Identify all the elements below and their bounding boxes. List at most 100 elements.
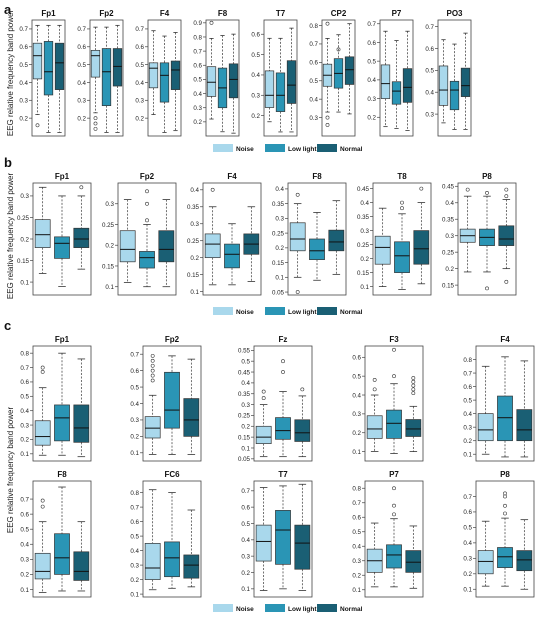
y-tick-label: 0.7 [130, 504, 139, 511]
box-body [275, 510, 291, 565]
y-tick-label: 0.25 [238, 413, 251, 420]
y-tick-label: 0.5 [20, 527, 29, 534]
box-normal [228, 33, 239, 134]
box-noise [289, 192, 306, 294]
y-tick-label: 0.2 [463, 438, 472, 445]
y-tick-label: 0.35 [442, 217, 455, 224]
box-body [275, 72, 286, 112]
y-tick-label: 0.15 [442, 282, 455, 289]
y-tick-label: 0.3 [19, 98, 28, 105]
box-body [477, 413, 494, 442]
outlier-point [93, 126, 98, 131]
y-tick-label: 0.5 [130, 384, 139, 391]
outlier-point [504, 194, 509, 199]
y-tick-label: 0.4 [241, 380, 250, 387]
outlier-point [210, 187, 215, 192]
box-body [405, 419, 422, 437]
y-tick-label: 0.5 [463, 397, 472, 404]
outlier-point [150, 373, 155, 378]
subplot-c-5: F4 0.1 0.2 0.3 0.4 0.5 0.6 0.7 0.8 [463, 335, 535, 462]
subplot-title: F4 [160, 9, 170, 18]
y-tick-label: 0.4 [445, 200, 454, 207]
box-noise [144, 353, 161, 455]
subplot-frame [475, 480, 535, 598]
box-low-light [479, 190, 495, 291]
subplot-a-2: Fp2 0.2 0.3 0.4 0.5 0.6 0.7 [77, 9, 124, 137]
subplot-frame [253, 345, 313, 462]
y-tick-label: 0.6 [193, 63, 202, 70]
y-tick-label: 0.7 [463, 370, 472, 377]
box-low-light [386, 347, 402, 454]
subplot-frame [457, 182, 517, 296]
outlier-point [411, 379, 416, 384]
box-low-light [54, 195, 70, 287]
y-tick-label: 0.2 [360, 256, 369, 263]
y-tick-label: 0.3 [130, 562, 139, 569]
y-tick-label: 0.35 [238, 391, 251, 398]
y-tick-label: 0.4 [463, 411, 472, 418]
y-tick-label: 0.7 [193, 48, 202, 55]
y-tick-label: 0.2 [251, 113, 260, 120]
box-normal [73, 358, 90, 458]
outlier-point [392, 512, 396, 517]
subplot-c-10: P8 0.1 0.2 0.3 0.4 0.5 0.6 0.7 [463, 470, 535, 598]
subplot-title: Fp1 [41, 9, 56, 18]
y-tick-label: 0.6 [20, 511, 29, 518]
box-body [90, 49, 101, 78]
y-tick-label: 0.5 [309, 78, 318, 85]
y-tick-label: 0.5 [241, 358, 250, 365]
box-noise [322, 21, 333, 127]
y-tick-label: 0.5 [367, 58, 376, 65]
y-tick-label: 0.6 [367, 40, 376, 47]
box-body [255, 524, 272, 562]
box-noise [90, 26, 101, 131]
y-tick-label: 0.7 [241, 488, 250, 495]
subplot-frame [287, 182, 347, 296]
box-body [32, 42, 43, 80]
y-tick-label: 0.2 [20, 437, 29, 444]
outlier-point [392, 486, 396, 491]
box-body [204, 233, 221, 259]
outlier-point [295, 192, 300, 197]
subplot-frame [263, 19, 298, 137]
box-low-light [449, 43, 460, 130]
box-body [158, 230, 175, 263]
box-normal [286, 27, 297, 133]
y-tick-label: 0.7 [20, 365, 29, 372]
subplot-title: P8 [500, 470, 510, 479]
box-body [386, 544, 402, 569]
outlier-point [300, 387, 305, 392]
legend-swatch [213, 144, 233, 152]
box-normal [294, 483, 311, 591]
y-tick-label: 0.1 [463, 452, 472, 459]
box-body [34, 219, 51, 248]
subplot-a-7: P7 0.2 0.3 0.4 0.5 0.6 0.7 [367, 9, 414, 137]
box-body [183, 554, 200, 579]
y-tick-label: 0.1 [352, 587, 361, 594]
y-axis-label-a: EEG relative frequency band power [6, 10, 15, 137]
subplot-frame [31, 19, 66, 137]
y-tick-label: 0.4 [360, 200, 369, 207]
y-tick-label: 0.8 [309, 23, 318, 30]
outlier-point [392, 347, 396, 352]
y-tick-label: 0.4 [241, 537, 250, 544]
y-tick-label: 0.9 [193, 20, 202, 27]
outlier-point [40, 498, 45, 503]
subplot-frame [142, 480, 202, 598]
y-tick-label: 0.3 [241, 553, 250, 560]
y-tick-label: 0.7 [367, 21, 376, 28]
subplot-frame [321, 19, 356, 137]
y-tick-label: 0.4 [190, 187, 199, 194]
legend-b: Noise Low light Normal [213, 307, 363, 316]
box-low-light [497, 356, 513, 458]
box-body [73, 227, 90, 248]
legend-label: Noise [236, 309, 254, 316]
box-noise [34, 186, 51, 274]
box-low-light [164, 492, 180, 589]
legend-label: Low light [288, 606, 317, 613]
box-body [148, 62, 159, 89]
outlier-point [145, 218, 149, 223]
y-tick-label: 0.6 [135, 44, 144, 51]
y-tick-label: 0.4 [20, 542, 29, 549]
y-tick-label: 0.3 [241, 402, 250, 409]
